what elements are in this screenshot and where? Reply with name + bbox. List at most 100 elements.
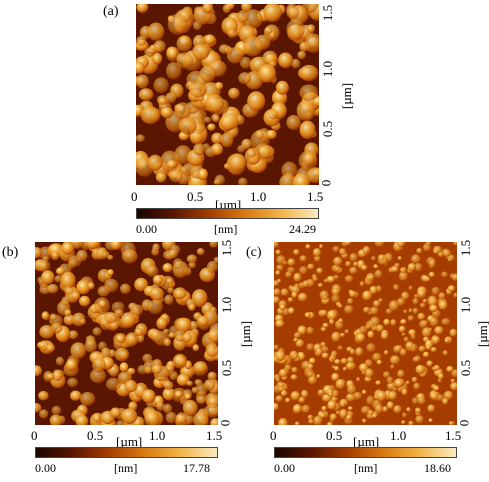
y-unit: [µm] (339, 82, 355, 110)
afm-grain (433, 385, 440, 392)
afm-grain (144, 410, 160, 425)
afm-grain (211, 113, 220, 122)
afm-grain (329, 413, 338, 421)
afm-grain (452, 273, 457, 282)
afm-grain (208, 328, 218, 343)
afm-grain (165, 92, 177, 104)
afm-grain (320, 326, 327, 332)
colorbar (35, 447, 218, 458)
afm-grain (68, 255, 82, 267)
afm-grain (35, 402, 42, 413)
afm-grain (299, 64, 319, 82)
afm-grain (412, 297, 419, 305)
afm-grain (55, 356, 65, 366)
afm-grain (340, 401, 346, 408)
afm-grain (80, 392, 96, 406)
afm-grain (306, 24, 316, 33)
afm-grain (114, 309, 124, 318)
afm-grain (350, 348, 355, 353)
afm-grain (301, 389, 309, 398)
afm-grain (316, 374, 321, 379)
afm-grain (41, 311, 50, 320)
afm-grain (422, 298, 428, 304)
afm-grain (63, 285, 74, 295)
afm-grain (334, 359, 341, 365)
afm-grain (176, 35, 193, 52)
y-tick: 1.5 (458, 239, 474, 257)
afm-grain (442, 397, 449, 405)
afm-grain (214, 174, 225, 185)
afm-grain (45, 343, 56, 353)
afm-grain (85, 242, 101, 250)
afm-grain (362, 246, 371, 255)
afm-grain (240, 56, 252, 69)
afm-grain (243, 9, 263, 29)
afm-grain (39, 325, 55, 339)
afm-grain (397, 369, 405, 378)
afm-grain (352, 261, 359, 267)
afm-grain (366, 395, 375, 406)
afm-grain (311, 273, 317, 280)
afm-grain (174, 102, 192, 120)
afm-grain (374, 242, 385, 248)
afm-grain (390, 265, 399, 273)
afm-grain (61, 296, 71, 306)
afm-grain (189, 129, 204, 145)
afm-grain (429, 316, 439, 327)
afm-grain (169, 169, 184, 183)
afm-grain (125, 332, 139, 346)
afm-grain (450, 378, 455, 384)
afm-grain (405, 340, 414, 349)
y-tick: 1.0 (320, 60, 336, 78)
afm-grain (364, 368, 374, 378)
afm-grain (414, 355, 421, 363)
afm-grain (275, 249, 281, 256)
afm-grain (110, 242, 122, 250)
afm-grain (41, 270, 55, 285)
afm-grain (339, 248, 347, 256)
afm-grain (320, 341, 326, 348)
afm-grain (383, 318, 391, 326)
afm-grain (68, 330, 78, 340)
afm-grain (368, 275, 374, 280)
afm-grain (344, 275, 354, 283)
afm-grain (147, 154, 163, 171)
afm-grain (408, 420, 414, 425)
afm-grain (275, 395, 283, 403)
afm-grain (280, 288, 289, 297)
afm-grain (441, 271, 448, 278)
afm-grain (410, 333, 416, 340)
afm-grain (321, 352, 329, 359)
afm-grain (307, 167, 319, 184)
afm-grain (210, 418, 218, 425)
afm-grain (393, 405, 402, 414)
afm-grain (373, 264, 379, 269)
afm-grain (168, 332, 176, 339)
afm-grain (367, 330, 375, 339)
afm-grain (419, 320, 428, 329)
afm-grain (186, 380, 193, 387)
afm-grain (147, 22, 165, 41)
afm-grain (173, 287, 187, 300)
afm-grain (194, 379, 203, 386)
afm-grain (238, 72, 252, 85)
afm-grain (335, 378, 346, 390)
afm-grain (196, 248, 205, 256)
afm-grain (308, 357, 316, 365)
afm-grain (274, 288, 281, 296)
afm-grain (163, 338, 172, 347)
afm-grain (287, 266, 296, 274)
afm-grain (453, 292, 457, 298)
afm-grain (402, 412, 407, 418)
afm-grain (196, 315, 209, 327)
afm-grain (338, 318, 343, 324)
afm-grain (152, 243, 160, 251)
afm-grain (449, 254, 455, 261)
afm-grain (274, 242, 279, 249)
afm-grain (286, 19, 305, 40)
afm-grain (453, 242, 457, 246)
afm-grain (355, 347, 364, 357)
afm-grain (441, 318, 451, 326)
afm-grain (176, 52, 194, 69)
afm-grain (393, 345, 402, 354)
